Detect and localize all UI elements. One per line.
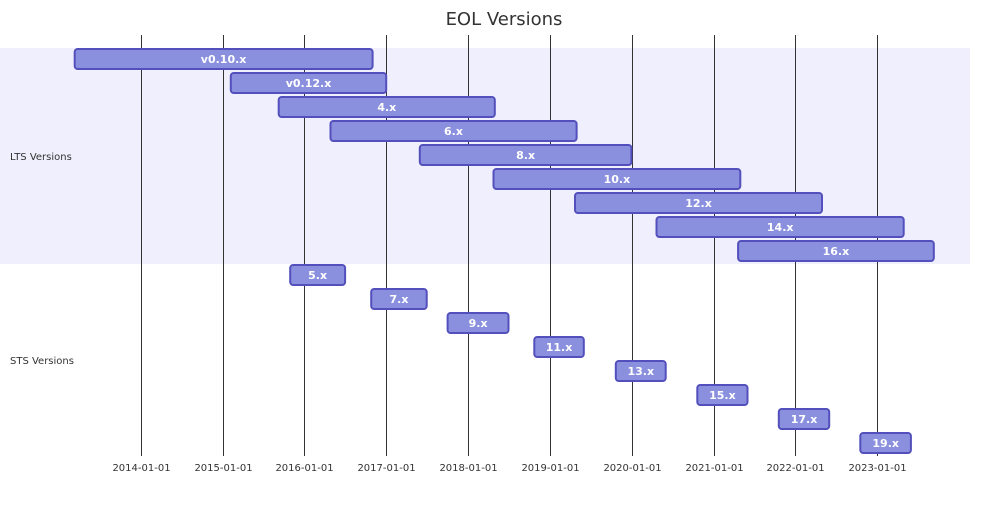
task-bar-group: v0.12.x bbox=[229, 72, 388, 94]
x-tick-label: 2019-01-01 bbox=[521, 463, 579, 474]
task-bar-group: 12.x bbox=[574, 192, 823, 214]
task-bar-label: 14.x bbox=[767, 221, 794, 234]
task-bar-group: 4.x bbox=[277, 96, 496, 118]
task-bar bbox=[655, 216, 905, 238]
task-bar bbox=[277, 96, 496, 118]
x-tick-label: 2016-01-01 bbox=[275, 463, 333, 474]
task-bar-group: 15.x bbox=[696, 384, 749, 406]
task-bar bbox=[777, 408, 831, 430]
task-bar-label: 6.x bbox=[444, 125, 463, 138]
x-tick-label: 2017-01-01 bbox=[357, 463, 415, 474]
task-bar bbox=[229, 72, 388, 94]
task-bar-label: 10.x bbox=[604, 173, 631, 186]
task-bar-label: v0.10.x bbox=[201, 53, 247, 66]
chart-title: EOL Versions bbox=[446, 9, 563, 30]
task-bar-label: 7.x bbox=[390, 293, 409, 306]
task-bar-group: 11.x bbox=[533, 336, 585, 358]
section-bands bbox=[0, 48, 970, 456]
task-bar-label: 11.x bbox=[546, 341, 573, 354]
task-bar-group: 16.x bbox=[737, 240, 935, 262]
task-bar bbox=[859, 432, 912, 454]
x-tick-label: 2022-01-01 bbox=[766, 463, 824, 474]
x-axis-ticks: 2014-01-01 2015-01-01 2016-01-01 2017-01-01… bbox=[112, 463, 906, 474]
task-bar bbox=[370, 288, 428, 310]
x-tick-label: 2018-01-01 bbox=[439, 463, 497, 474]
task-bar-label: 5.x bbox=[308, 269, 327, 282]
task-bars: v0.10.x v0.12.x 4.x 6.x 8.x 10.x 12.x 14.x 16.x 5… bbox=[73, 48, 935, 454]
task-bar-label: 12.x bbox=[685, 197, 712, 210]
task-bar-label: 16.x bbox=[823, 245, 850, 258]
task-bar-label: 9.x bbox=[469, 317, 488, 330]
task-bar-label: 4.x bbox=[377, 101, 396, 114]
task-bar bbox=[533, 336, 585, 358]
x-tick-label: 2014-01-01 bbox=[112, 463, 170, 474]
task-bar-group: 5.x bbox=[289, 264, 347, 286]
task-bar bbox=[418, 144, 633, 166]
task-bar-group: 6.x bbox=[329, 120, 578, 142]
task-bar-group: 10.x bbox=[492, 168, 742, 190]
section-label: LTS Versions bbox=[10, 152, 72, 163]
task-bar-group: v0.10.x bbox=[73, 48, 374, 70]
task-bar-group: 9.x bbox=[446, 312, 510, 334]
section-label: STS Versions bbox=[10, 356, 74, 367]
task-bar-label: v0.12.x bbox=[286, 77, 332, 90]
task-bar-label: 19.x bbox=[872, 437, 899, 450]
task-bar-group: 19.x bbox=[859, 432, 912, 454]
task-bar bbox=[329, 120, 578, 142]
task-bar-group: 17.x bbox=[777, 408, 831, 430]
task-bar-label: 17.x bbox=[791, 413, 818, 426]
task-bar-label: 8.x bbox=[516, 149, 535, 162]
x-tick-label: 2020-01-01 bbox=[603, 463, 661, 474]
x-tick-label: 2015-01-01 bbox=[194, 463, 252, 474]
task-bar bbox=[614, 360, 667, 382]
task-bar bbox=[696, 384, 749, 406]
task-bar bbox=[574, 192, 823, 214]
x-tick-label: 2021-01-01 bbox=[685, 463, 743, 474]
task-bar bbox=[492, 168, 742, 190]
task-bar-group: 7.x bbox=[370, 288, 428, 310]
task-bar-group: 13.x bbox=[614, 360, 667, 382]
task-bar bbox=[73, 48, 374, 70]
section-labels: LTS Versions STS Versions bbox=[10, 152, 74, 367]
x-tick-label: 2023-01-01 bbox=[848, 463, 906, 474]
task-bar-group: 14.x bbox=[655, 216, 905, 238]
task-bar-group: 8.x bbox=[418, 144, 633, 166]
task-bar bbox=[289, 264, 347, 286]
task-bar-label: 15.x bbox=[709, 389, 736, 402]
task-bar-label: 13.x bbox=[628, 365, 655, 378]
task-bar bbox=[446, 312, 510, 334]
task-bar bbox=[737, 240, 935, 262]
